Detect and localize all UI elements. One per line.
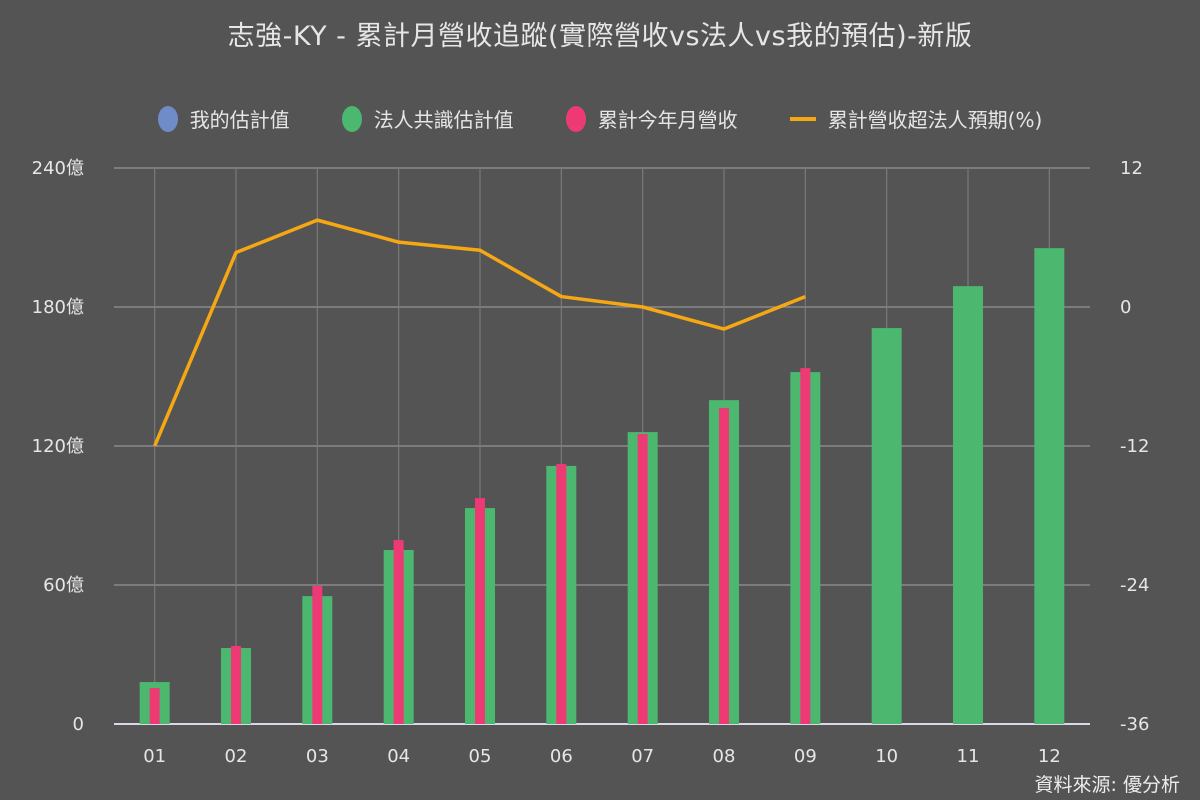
legend-dot-icon: [157, 105, 178, 132]
line-path[interactable]: [153, 218, 806, 447]
bar[interactable]: [231, 645, 241, 724]
bar[interactable]: [871, 328, 902, 724]
chart-legend: 我的估計值 法人共識估計值 累計今年月營收 累計營收超法人預期(%): [0, 104, 1200, 133]
bar[interactable]: [637, 433, 648, 724]
bar[interactable]: [475, 498, 485, 724]
y-left-tick-label: 0: [73, 714, 84, 735]
bar[interactable]: [800, 368, 811, 724]
x-tick-label: 11: [957, 746, 980, 767]
x-tick-label: 05: [469, 746, 492, 767]
legend-label: 累計今年月營收: [597, 108, 738, 132]
legend-label: 法人共識估計值: [373, 108, 514, 132]
y-left-tick-label: 120億: [32, 436, 84, 457]
legend-item-cumulative-revenue[interactable]: 累計今年月營收: [565, 104, 738, 133]
x-tick-label: 06: [550, 746, 573, 767]
bar[interactable]: [556, 464, 567, 724]
legend-line-icon: [789, 116, 816, 121]
x-tick-label: 02: [225, 746, 248, 767]
grid-lines: [114, 167, 1090, 725]
y-right-tick-label: -24: [1120, 575, 1149, 596]
y-right-tick-label: 12: [1120, 158, 1143, 179]
legend-item-consensus-estimate[interactable]: 法人共識估計值: [341, 104, 514, 133]
bar[interactable]: [719, 408, 729, 724]
x-tick-label: 09: [794, 746, 817, 767]
x-tick-label: 10: [875, 746, 898, 767]
y-left-tick-label: 60億: [43, 575, 84, 596]
bar[interactable]: [393, 540, 404, 724]
x-tick-label: 08: [713, 746, 736, 767]
legend-dot-icon: [341, 105, 362, 132]
x-tick-label: 12: [1038, 746, 1061, 767]
x-tick-label: 07: [631, 746, 654, 767]
y-right-tick-label: -36: [1120, 714, 1149, 735]
bar[interactable]: [149, 688, 160, 724]
x-tick-label: 04: [387, 746, 410, 767]
x-tick-label: 01: [143, 746, 166, 767]
axes: 0 -36 60億 -24 120億 -12 180億 0 240億 12 01 02 03 04 05 06…: [32, 158, 1150, 767]
y-left-tick-label: 240億: [32, 158, 84, 179]
legend-item-my-estimate[interactable]: 我的估計值: [157, 104, 290, 133]
line-series: [153, 218, 806, 447]
data-source-label: 資料來源: 優分析: [1034, 774, 1180, 796]
legend-dot-icon: [565, 105, 586, 132]
y-left-tick-label: 180億: [32, 297, 84, 318]
bar[interactable]: [312, 585, 323, 724]
y-right-tick-label: -12: [1120, 436, 1149, 457]
y-right-tick-label: 0: [1120, 297, 1131, 318]
bar-series: [139, 248, 1065, 724]
chart-title: 志強-KY - 累計月營收追蹤(實際營收vs法人vs我的預估)-新版: [227, 21, 973, 52]
legend-label: 我的估計值: [189, 108, 290, 132]
bar[interactable]: [953, 286, 983, 724]
legend-item-beat-expectation-pct[interactable]: 累計營收超法人預期(%): [789, 104, 1043, 133]
x-tick-label: 03: [306, 746, 329, 767]
legend-label: 累計營收超法人預期(%): [827, 108, 1043, 132]
bar[interactable]: [1034, 248, 1065, 724]
